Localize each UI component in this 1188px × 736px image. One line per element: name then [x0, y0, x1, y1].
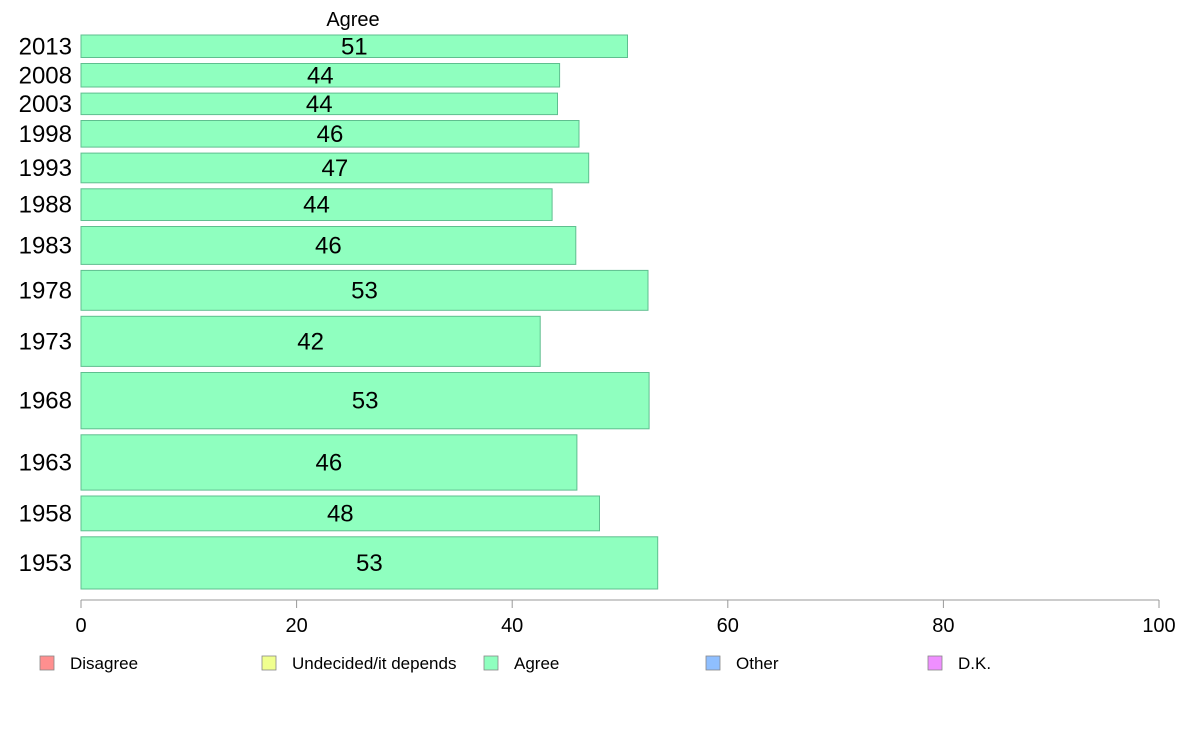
legend-label: Other — [736, 654, 779, 673]
bar-value-label: 53 — [351, 277, 378, 304]
y-tick-label: 1958 — [19, 500, 72, 527]
legend: Disagree Undecided/it depends Agree Other D.… — [39, 654, 991, 673]
bar-value-label: 48 — [327, 500, 354, 527]
y-tick-label: 1978 — [19, 277, 72, 304]
bar-2013 — [80, 34, 628, 58]
y-tick-label: 2003 — [19, 91, 72, 118]
bar-value-label: 42 — [297, 328, 324, 355]
bars-group: 2013 51 2008 44 2003 44 1998 46 1993 47 1988 44 1983… — [19, 33, 659, 590]
legend-swatch — [261, 655, 277, 671]
bar-2008 — [80, 63, 561, 88]
bar-1973 — [80, 315, 541, 367]
bar-value-label: 46 — [317, 121, 344, 148]
legend-label: D.K. — [958, 654, 991, 673]
bar-value-label: 51 — [341, 33, 368, 60]
x-tick-label: 0 — [75, 615, 86, 637]
legend-swatch — [705, 655, 721, 671]
legend-swatch — [483, 655, 499, 671]
bar-value-label: 44 — [306, 91, 333, 118]
bar-1963 — [80, 434, 578, 491]
bar-value-label: 53 — [356, 550, 383, 577]
bar-1953 — [80, 536, 659, 590]
y-tick-label: 1998 — [19, 121, 72, 148]
bar-value-label: 46 — [316, 449, 343, 476]
bar-value-label: 47 — [322, 155, 349, 182]
y-tick-label: 1953 — [19, 550, 72, 577]
bar-1983 — [80, 226, 577, 265]
bar-1998 — [80, 120, 580, 148]
x-tick-label: 100 — [1142, 615, 1175, 637]
x-axis: 0 20 40 60 80 100 — [75, 599, 1176, 637]
bar-value-label: 46 — [315, 233, 342, 260]
bar-value-label: 53 — [352, 388, 379, 415]
bar-1993 — [80, 152, 590, 184]
bar-1978 — [80, 269, 649, 311]
chart-title: Agree — [326, 9, 379, 31]
y-tick-label: 1963 — [19, 449, 72, 476]
y-tick-label: 1973 — [19, 328, 72, 355]
bar-1968 — [80, 372, 650, 430]
x-tick-label: 40 — [501, 615, 523, 637]
legend-label: Agree — [514, 654, 559, 673]
bar-value-label: 44 — [307, 62, 334, 89]
bar-value-label: 44 — [303, 192, 330, 219]
y-tick-label: 1983 — [19, 233, 72, 260]
y-tick-label: 2008 — [19, 62, 72, 89]
legend-label: Disagree — [70, 654, 138, 673]
y-tick-label: 1988 — [19, 192, 72, 219]
legend-swatch — [39, 655, 55, 671]
legend-swatch — [927, 655, 943, 671]
y-tick-label: 1993 — [19, 155, 72, 182]
y-tick-label: 1968 — [19, 388, 72, 415]
legend-label: Undecided/it depends — [292, 654, 456, 673]
bar-2003 — [80, 92, 558, 116]
bar-1958 — [80, 495, 600, 532]
bar-1988 — [80, 188, 553, 222]
x-tick-label: 80 — [932, 615, 954, 637]
x-tick-label: 20 — [285, 615, 307, 637]
x-tick-label: 60 — [717, 615, 739, 637]
y-tick-label: 2013 — [19, 33, 72, 60]
